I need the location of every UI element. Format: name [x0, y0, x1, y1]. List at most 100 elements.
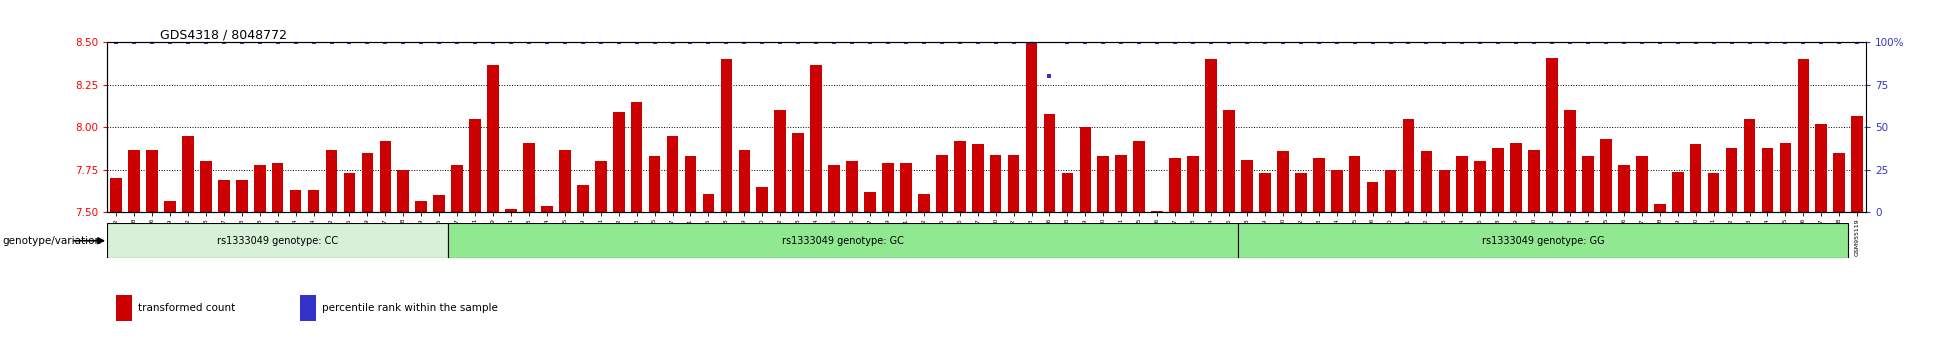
Point — [1699, 40, 1730, 45]
Point — [1447, 40, 1479, 45]
Bar — [1206, 59, 1218, 212]
Bar — [1367, 182, 1379, 212]
Point — [1555, 40, 1586, 45]
Bar — [452, 165, 464, 212]
Bar — [1619, 165, 1630, 212]
Bar — [1044, 114, 1056, 212]
Point — [639, 40, 670, 45]
Point — [1644, 40, 1675, 45]
Bar — [810, 64, 822, 212]
Bar — [1492, 148, 1504, 212]
Point — [191, 40, 222, 45]
Point — [962, 40, 993, 45]
Bar — [432, 195, 444, 212]
Bar — [1671, 172, 1683, 212]
Point — [423, 40, 454, 45]
Point — [1716, 40, 1747, 45]
Point — [316, 40, 347, 45]
Bar — [218, 180, 230, 212]
Point — [154, 40, 185, 45]
Bar — [146, 149, 158, 212]
Bar — [865, 192, 877, 212]
Bar — [1237, 223, 1849, 258]
Bar — [1833, 153, 1845, 212]
Point — [1500, 40, 1531, 45]
Bar — [703, 194, 715, 212]
Bar — [300, 295, 316, 321]
Point — [693, 40, 725, 45]
Bar — [1816, 124, 1827, 212]
Point — [1338, 40, 1369, 45]
Point — [388, 40, 419, 45]
Bar — [1547, 58, 1558, 212]
Point — [1052, 40, 1083, 45]
Point — [405, 40, 436, 45]
Point — [532, 40, 563, 45]
Point — [584, 40, 616, 45]
Bar — [935, 155, 947, 212]
Bar — [1278, 151, 1290, 212]
Point — [1177, 40, 1208, 45]
Bar — [164, 200, 175, 212]
Bar — [1151, 211, 1163, 212]
Bar — [1097, 156, 1108, 212]
Point — [1159, 40, 1190, 45]
Bar — [1116, 155, 1128, 212]
Point — [656, 40, 688, 45]
Bar — [117, 295, 132, 321]
Point — [1321, 40, 1352, 45]
Point — [1590, 40, 1621, 45]
Bar — [845, 161, 857, 212]
Bar — [1027, 42, 1038, 212]
Bar — [273, 163, 284, 212]
Bar — [918, 194, 929, 212]
Point — [1124, 40, 1155, 45]
Bar — [900, 163, 912, 212]
Bar — [649, 156, 660, 212]
Point — [1034, 74, 1066, 79]
Bar — [1295, 173, 1307, 212]
Point — [1428, 40, 1459, 45]
Point — [1069, 40, 1101, 45]
Bar — [1457, 156, 1469, 212]
Point — [1519, 40, 1551, 45]
Bar — [594, 161, 606, 212]
Point — [1537, 40, 1568, 45]
Point — [1142, 40, 1173, 45]
Bar — [577, 185, 588, 212]
Bar — [308, 190, 319, 212]
Point — [353, 40, 384, 45]
Text: rs1333049 genotype: GG: rs1333049 genotype: GG — [1482, 236, 1605, 246]
Bar — [559, 149, 571, 212]
Point — [1662, 40, 1693, 45]
Point — [1679, 40, 1710, 45]
Point — [298, 40, 329, 45]
Point — [549, 40, 581, 45]
Point — [370, 40, 401, 45]
Bar — [666, 136, 678, 212]
Point — [460, 40, 491, 45]
Point — [908, 40, 939, 45]
Bar — [111, 178, 123, 212]
Bar — [1582, 156, 1593, 212]
Bar — [542, 206, 553, 212]
Point — [1268, 40, 1299, 45]
Bar — [955, 141, 966, 212]
Point — [119, 40, 150, 45]
Bar — [1079, 127, 1091, 212]
Bar — [524, 143, 536, 212]
Text: rs1333049 genotype: CC: rs1333049 genotype: CC — [216, 236, 339, 246]
Point — [333, 40, 364, 45]
Point — [1410, 40, 1442, 45]
Bar — [1348, 156, 1360, 212]
Bar — [107, 223, 448, 258]
Bar — [1780, 143, 1792, 212]
Point — [1734, 40, 1765, 45]
Point — [1017, 40, 1048, 45]
Bar — [1475, 161, 1486, 212]
Bar — [775, 110, 787, 212]
Point — [855, 40, 886, 45]
Point — [801, 40, 832, 45]
Bar — [1134, 141, 1145, 212]
Bar — [1529, 149, 1541, 212]
